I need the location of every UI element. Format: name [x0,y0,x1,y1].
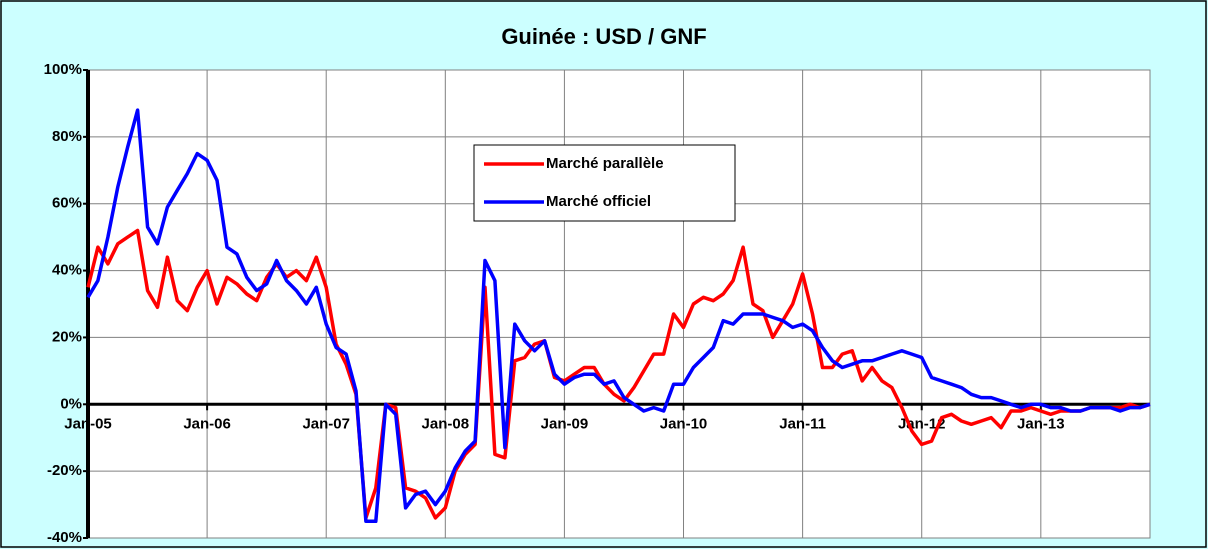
x-tick-label: Jan-11 [779,415,826,432]
y-tick-label: 80% [52,128,82,145]
legend-box [473,144,736,222]
chart-title: Guinée : USD / GNF [501,24,706,49]
series-line [86,228,1151,520]
y-tick-label: 60% [52,195,82,212]
x-tick-label: Jan-09 [541,415,589,432]
x-tick-label: Jan-13 [1017,415,1065,432]
series-line [86,108,1151,524]
legend-label: Marché parallèle [546,155,664,172]
x-tick-label: Jan-06 [183,415,231,432]
y-tick-label: 40% [52,262,82,279]
y-tick-label: -40% [47,529,82,546]
y-tick-label: 20% [52,328,82,345]
x-tick-label: Jan-07 [302,415,350,432]
y-tick-label: -20% [47,462,82,479]
y-tick-label: 100% [44,61,82,78]
plot-area [87,69,1151,539]
legend-label: Marché officiel [546,193,651,210]
x-tick-label: Jan-10 [660,415,708,432]
y-tick-label: 0% [60,395,82,412]
x-tick-label: Jan-08 [422,415,470,432]
